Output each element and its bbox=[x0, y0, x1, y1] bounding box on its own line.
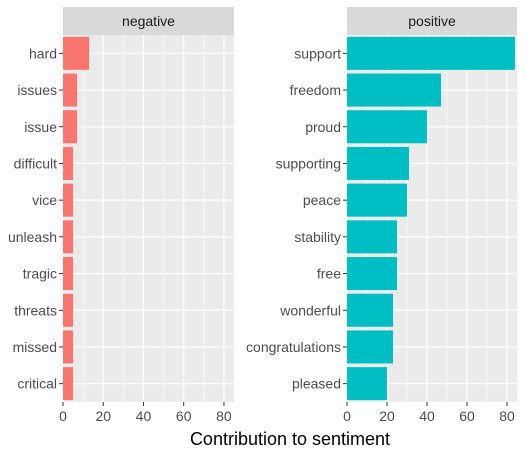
y-tick-label: critical bbox=[17, 376, 57, 392]
x-tick-label: 40 bbox=[136, 408, 152, 424]
panel-background bbox=[63, 35, 234, 402]
facet-strip-positive bbox=[347, 7, 517, 35]
y-tick-label: vice bbox=[32, 192, 57, 208]
bar-vice bbox=[63, 183, 74, 217]
x-tick-label: 0 bbox=[343, 408, 351, 424]
y-tick-label: threats bbox=[14, 302, 57, 318]
bar-congratulations bbox=[347, 330, 393, 364]
bar-freedom bbox=[347, 73, 441, 107]
y-tick-label: hard bbox=[29, 45, 57, 61]
y-tick-label: supporting bbox=[276, 155, 341, 171]
y-tick-label: pleased bbox=[292, 376, 341, 392]
bar-critical bbox=[63, 367, 74, 401]
y-tick-label: proud bbox=[305, 119, 341, 135]
x-tick-label: 40 bbox=[419, 408, 435, 424]
bar-missed bbox=[63, 330, 74, 364]
bar-peace bbox=[347, 183, 407, 217]
bar-issue bbox=[63, 110, 78, 144]
bar-wonderful bbox=[347, 293, 393, 327]
bar-difficult bbox=[63, 146, 74, 180]
x-axis-title: Contribution to sentiment bbox=[190, 429, 390, 449]
y-tick-label: stability bbox=[294, 229, 341, 245]
x-tick-label: 0 bbox=[59, 408, 67, 424]
x-tick-label: 80 bbox=[216, 408, 232, 424]
y-tick-label: tragic bbox=[23, 266, 57, 282]
y-tick-label: issues bbox=[17, 82, 57, 98]
facet-title: positive bbox=[408, 13, 456, 29]
bar-proud bbox=[347, 110, 427, 144]
bar-stability bbox=[347, 220, 397, 254]
bar-supporting bbox=[347, 146, 409, 180]
y-tick-label: support bbox=[294, 45, 341, 61]
bar-tragic bbox=[63, 257, 74, 291]
y-tick-label: congratulations bbox=[246, 339, 341, 355]
y-tick-label: free bbox=[317, 266, 341, 282]
x-tick-label: 60 bbox=[459, 408, 475, 424]
y-tick-label: wonderful bbox=[279, 302, 341, 318]
x-tick-label: 20 bbox=[95, 408, 111, 424]
bar-hard bbox=[63, 36, 90, 70]
x-tick-label: 20 bbox=[379, 408, 395, 424]
facet-strip-negative bbox=[63, 7, 234, 35]
facet-title: negative bbox=[122, 13, 175, 29]
y-tick-label: issue bbox=[24, 119, 57, 135]
bar-support bbox=[347, 36, 515, 70]
y-tick-label: unleash bbox=[8, 229, 57, 245]
bar-issues bbox=[63, 73, 78, 107]
bar-pleased bbox=[347, 367, 387, 401]
x-tick-label: 80 bbox=[499, 408, 515, 424]
y-tick-label: freedom bbox=[290, 82, 341, 98]
y-tick-label: missed bbox=[13, 339, 57, 355]
bar-unleash bbox=[63, 220, 74, 254]
bar-free bbox=[347, 257, 397, 291]
y-tick-label: peace bbox=[303, 192, 341, 208]
x-tick-label: 60 bbox=[176, 408, 192, 424]
bar-threats bbox=[63, 293, 74, 327]
y-tick-label: difficult bbox=[14, 155, 57, 171]
